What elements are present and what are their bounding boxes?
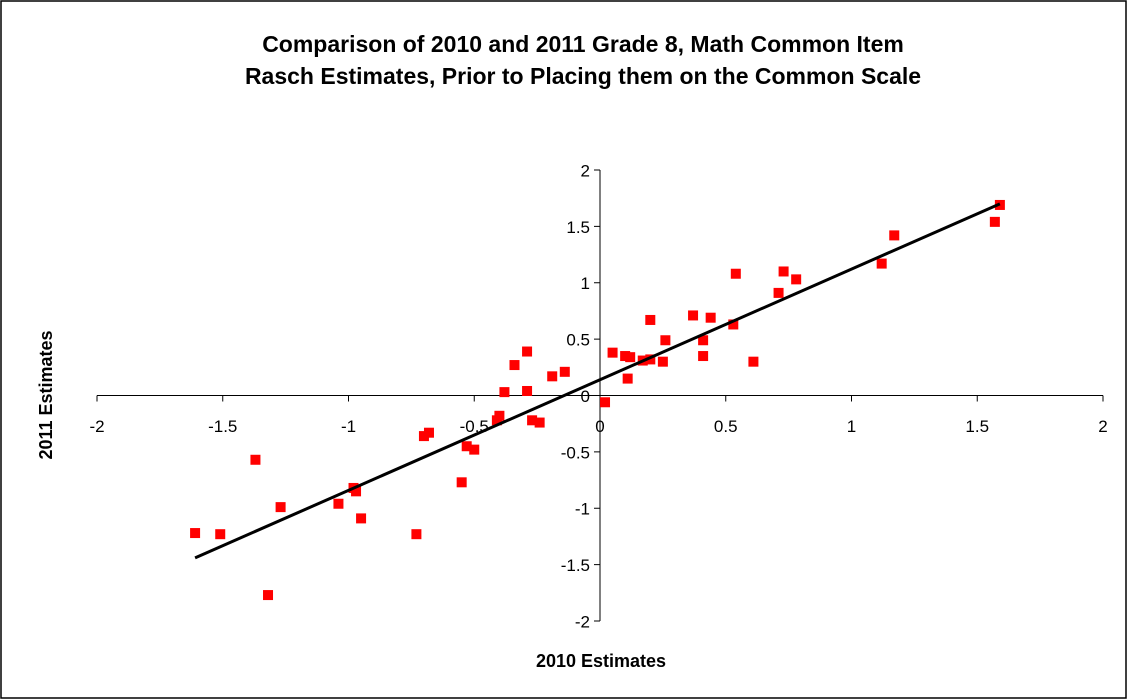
data-point — [190, 528, 201, 539]
data-point — [559, 366, 570, 377]
data-point — [778, 266, 789, 277]
data-point — [698, 335, 709, 346]
data-point — [622, 373, 633, 384]
data-point — [499, 387, 510, 398]
data-point — [423, 427, 434, 438]
data-point — [705, 312, 716, 323]
data-point — [356, 513, 367, 524]
data-point — [547, 371, 558, 382]
data-point — [250, 454, 261, 465]
y-tick-label: -1.5 — [561, 556, 590, 575]
y-tick-label: 1 — [581, 274, 590, 293]
y-axis-title: 2011 Estimates — [36, 330, 56, 459]
data-point — [411, 529, 422, 540]
data-point — [600, 397, 611, 408]
data-point — [351, 486, 362, 497]
data-point — [263, 590, 274, 601]
data-point — [625, 352, 636, 363]
data-point — [889, 230, 900, 241]
x-tick-label: -2 — [89, 417, 104, 436]
data-point — [645, 314, 656, 325]
chart-title: Rasch Estimates, Prior to Placing them o… — [245, 63, 921, 89]
x-tick-label: 2 — [1098, 417, 1107, 436]
chart-title: Comparison of 2010 and 2011 Grade 8, Mat… — [262, 31, 904, 57]
data-point — [620, 351, 631, 362]
data-point — [509, 360, 520, 371]
data-point — [494, 410, 505, 421]
y-tick-label: -0.5 — [561, 443, 590, 462]
data-point — [527, 415, 538, 426]
y-tick-label: 1.5 — [566, 218, 590, 237]
y-tick-label: 2 — [581, 161, 590, 180]
y-tick-label: -2 — [575, 612, 590, 631]
data-point — [728, 319, 739, 330]
data-point — [522, 385, 533, 396]
data-point — [456, 477, 467, 488]
data-point — [730, 268, 741, 279]
data-point — [748, 356, 759, 367]
data-point — [876, 258, 887, 269]
x-tick-label: 1.5 — [965, 417, 989, 436]
data-point — [522, 346, 533, 357]
y-tick-label: -1 — [575, 500, 590, 519]
data-point — [461, 441, 472, 452]
x-tick-label: -0.5 — [460, 417, 489, 436]
data-point — [645, 354, 656, 365]
data-point — [469, 444, 480, 455]
y-tick-label: 0.5 — [566, 331, 590, 350]
data-point — [333, 498, 344, 509]
data-point — [660, 335, 671, 346]
data-point — [773, 287, 784, 298]
data-point — [688, 310, 699, 321]
data-point — [534, 417, 545, 428]
data-point — [657, 356, 668, 367]
data-point — [215, 529, 226, 540]
data-point — [607, 347, 618, 358]
x-axis-title: 2010 Estimates — [536, 651, 666, 671]
data-point — [989, 216, 1000, 227]
x-tick-label: 0.5 — [714, 417, 738, 436]
x-tick-label: -1.5 — [208, 417, 237, 436]
x-tick-label: -1 — [341, 417, 356, 436]
data-point — [698, 351, 709, 362]
data-point — [791, 274, 802, 285]
trend-line — [194, 202, 1001, 560]
data-point — [275, 502, 286, 513]
x-tick-label: 1 — [847, 417, 856, 436]
x-tick-label: 0 — [595, 417, 604, 436]
y-tick-label: 0 — [581, 387, 590, 406]
data-point — [418, 431, 429, 442]
